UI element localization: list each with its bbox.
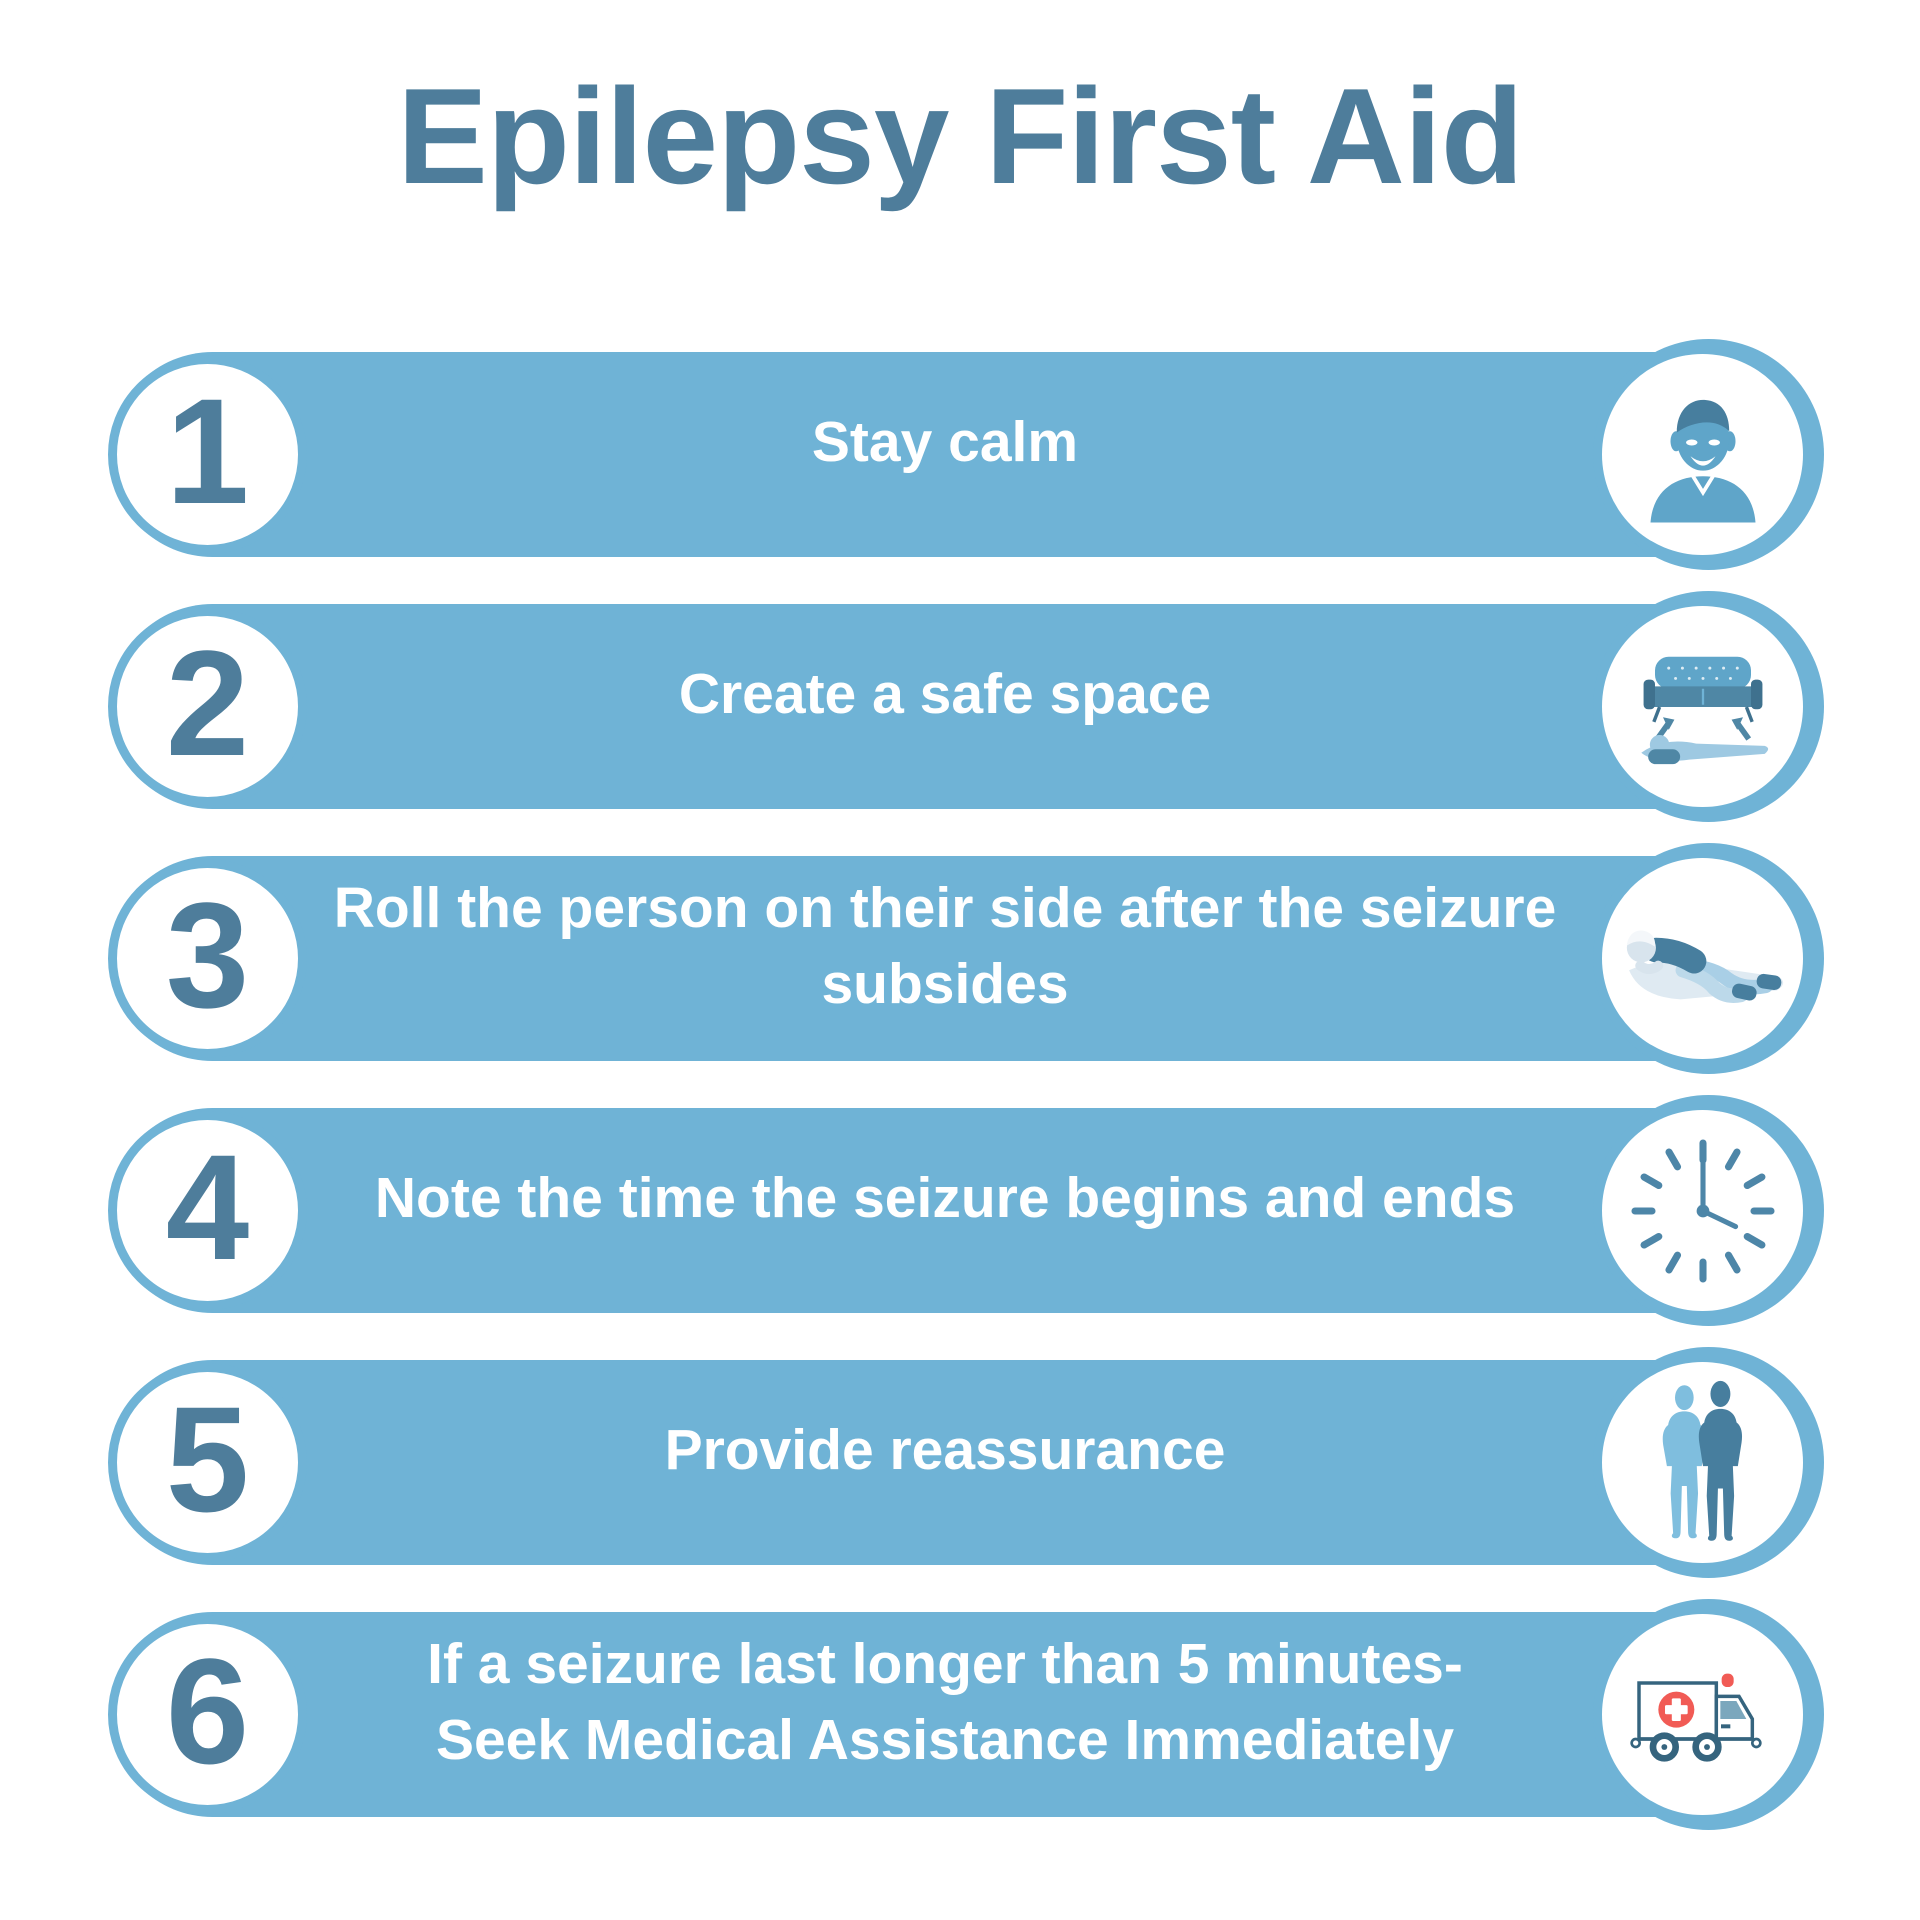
ambulance-icon	[1602, 1614, 1803, 1815]
step-number-badge: 6	[108, 1615, 307, 1814]
step-number: 3	[165, 870, 250, 1039]
step-number-badge: 3	[108, 859, 307, 1058]
person-on-side-icon	[1602, 858, 1803, 1059]
step-bar	[110, 352, 1810, 557]
step-row-1: 1 Stay calm	[108, 339, 1824, 570]
step-row-5: 5 Provide reassurance	[108, 1347, 1824, 1578]
step-number-badge: 5	[108, 1363, 307, 1562]
step-row-3: 3 Roll the person on their side after th…	[108, 843, 1824, 1074]
safe-space-icon	[1602, 606, 1803, 807]
step-row-4: 4 Note the time the seizure begins and e…	[108, 1095, 1824, 1326]
step-bar	[110, 856, 1810, 1061]
step-label: Provide reassurance	[664, 1417, 1226, 1482]
step-row-6: 6 If a seizure last longer than 5 minute…	[108, 1599, 1824, 1830]
step-icon-cap	[1593, 843, 1824, 1074]
step-number-badge: 4	[108, 1111, 307, 1310]
step-number-badge: 2	[108, 607, 307, 806]
step-number-badge: 1	[108, 355, 307, 554]
step-number: 5	[165, 1374, 250, 1543]
page-title: Epilepsy First Aid	[397, 60, 1524, 212]
two-people-icon	[1602, 1362, 1803, 1563]
step-icon-cap	[1593, 591, 1824, 822]
step-number: 4	[165, 1122, 250, 1291]
clock-icon	[1602, 1110, 1803, 1311]
step-number: 1	[165, 366, 250, 535]
step-label: Stay calm	[811, 409, 1079, 474]
step-number: 2	[165, 618, 250, 787]
step-icon-cap	[1593, 339, 1824, 570]
step-icon-cap	[1593, 1347, 1824, 1578]
step-icon-cap	[1593, 1599, 1824, 1830]
step-bar	[110, 604, 1810, 809]
step-number: 6	[165, 1626, 250, 1795]
step-label: Roll the person on their side after the …	[333, 875, 1557, 1016]
step-bar	[110, 1108, 1810, 1313]
calm-person-icon	[1602, 354, 1803, 555]
step-icon-cap	[1593, 1095, 1824, 1326]
step-label: If a seizure last longer than 5 minutes-…	[427, 1631, 1463, 1772]
step-bar	[110, 1612, 1810, 1817]
step-bar	[110, 1360, 1810, 1565]
step-label: Create a safe space	[678, 661, 1212, 726]
step-row-2: 2 Create a safe space	[108, 591, 1824, 822]
step-label: Note the time the seizure begins and end…	[374, 1165, 1516, 1230]
steps-list: 1 Stay calm	[108, 339, 1824, 1864]
